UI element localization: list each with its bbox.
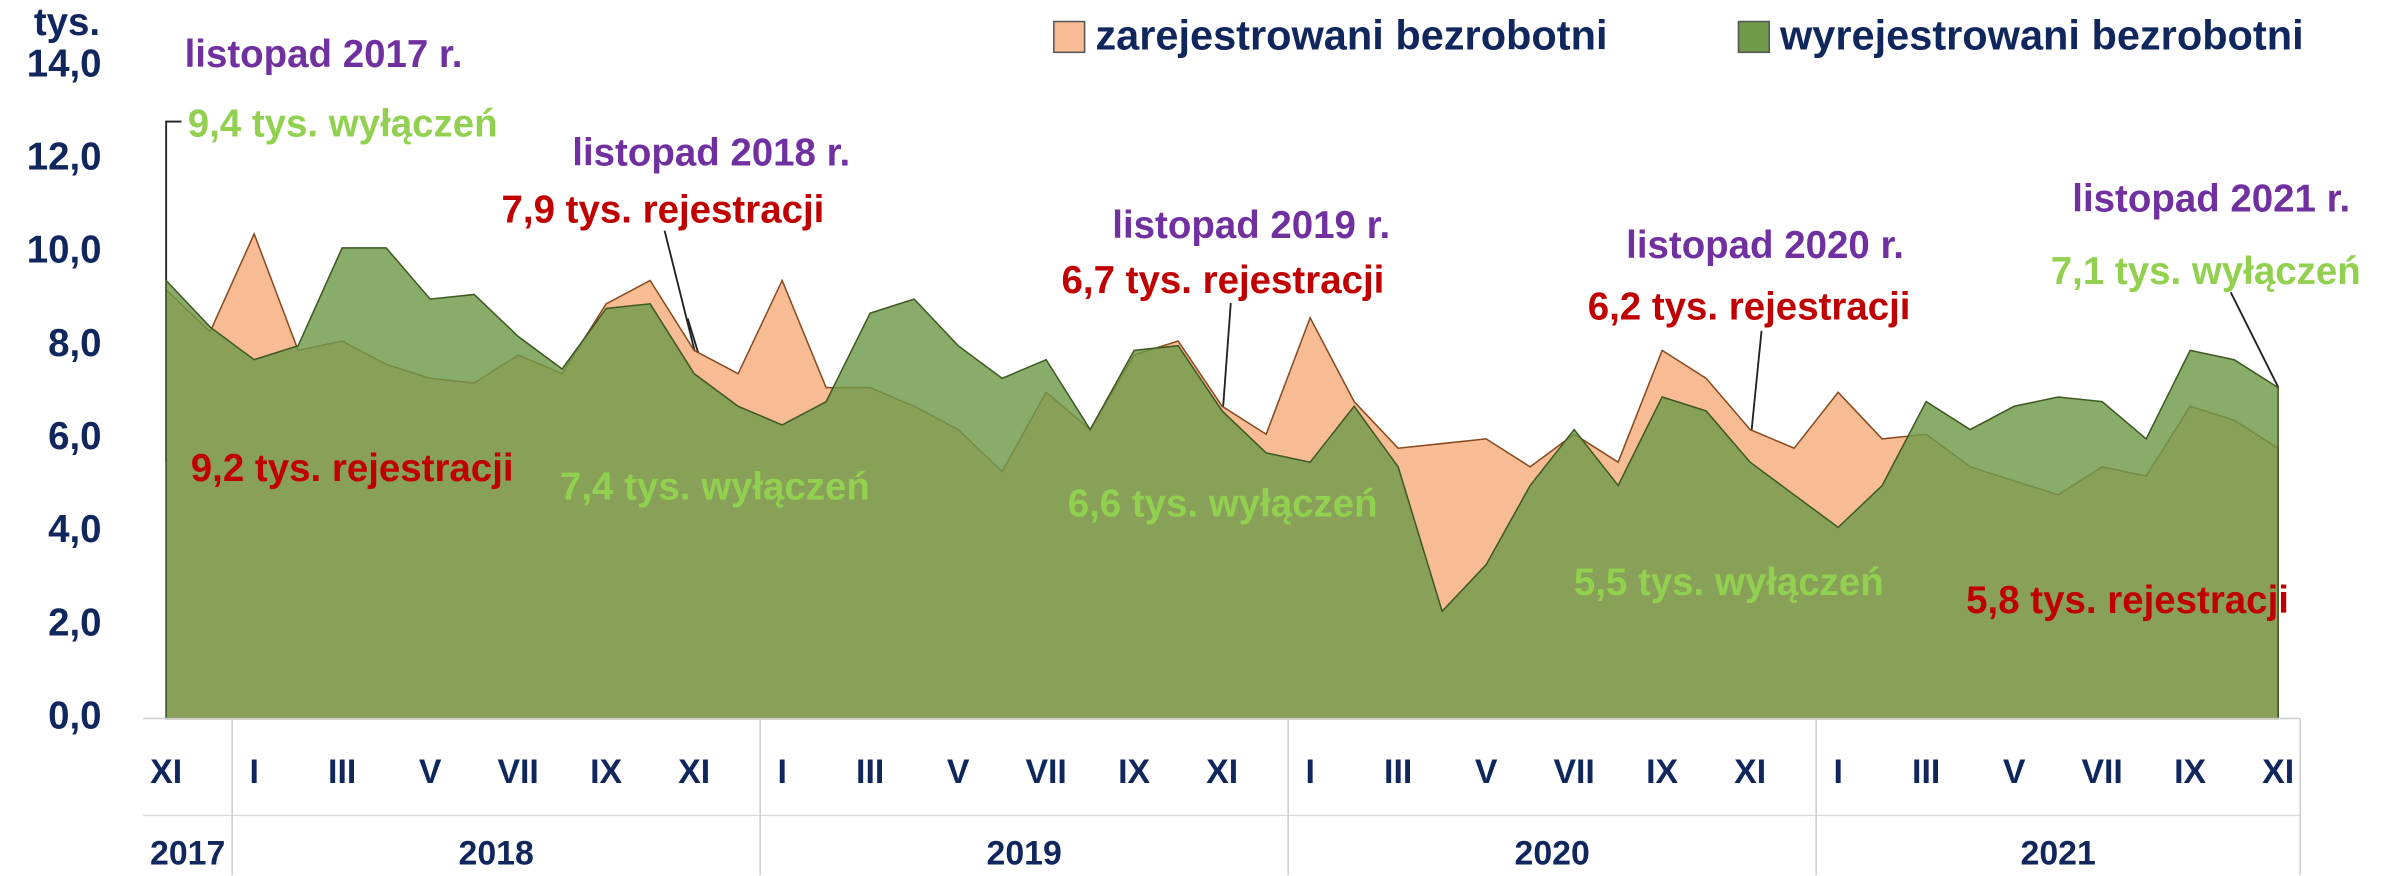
y-tick-label: 10,0 (27, 229, 102, 272)
x-tick-label: III (328, 753, 356, 791)
annotation: listopad 2017 r. (185, 33, 463, 76)
x-tick-label: VII (497, 753, 538, 791)
x-tick-label: XI (1206, 753, 1238, 791)
x-tick-label: III (1912, 753, 1940, 791)
annotation: 7,1 tys. wyłączeń (2051, 250, 2361, 293)
x-tick-label: XI (2262, 753, 2294, 791)
annotation: 7,9 tys. rejestracji (502, 188, 825, 231)
x-tick-label: I (249, 753, 258, 791)
year-label: 2020 (1515, 834, 1590, 872)
legend-label: wyrejestrowani bezrobotni (1779, 11, 2304, 58)
legend-swatch (1053, 20, 1086, 54)
annotation: 6,7 tys. rejestracji (1062, 259, 1385, 302)
x-tick-label: XI (1734, 753, 1766, 791)
year-label: 2019 (987, 834, 1062, 872)
x-tick-label: IX (1118, 753, 1150, 791)
annotation: listopad 2019 r. (1112, 204, 1390, 247)
y-tick-label: 12,0 (27, 135, 102, 178)
x-tick-label: V (2003, 753, 2026, 791)
x-tick-label: I (1305, 753, 1314, 791)
x-tick-label: XI (150, 753, 182, 791)
y-tick-label: 14,0 (27, 42, 102, 85)
x-tick-label: VII (1025, 753, 1066, 791)
annotation: 9,4 tys. wyłączeń (188, 102, 498, 145)
x-tick-label: V (1475, 753, 1498, 791)
annotation: 9,2 tys. rejestracji (191, 447, 514, 490)
y-tick-label: 2,0 (48, 601, 101, 644)
annotation: 5,5 tys. wyłączeń (1574, 561, 1884, 604)
x-tick-label: IX (1646, 753, 1678, 791)
y-axis-label: tys. (34, 1, 100, 44)
areas (165, 231, 2279, 720)
x-tick-label: XI (678, 753, 710, 791)
year-label: 2018 (459, 834, 534, 872)
annotation: 6,6 tys. wyłączeń (1068, 482, 1378, 525)
x-tick-label: IX (590, 753, 622, 791)
x-tick-label: I (1833, 753, 1842, 791)
annotation: 7,4 tys. wyłączeń (560, 465, 870, 508)
annotation: listopad 2021 r. (2072, 178, 2350, 221)
year-label: 2021 (2021, 834, 2096, 872)
year-label: 2017 (150, 834, 225, 872)
y-tick-label: 0,0 (48, 695, 101, 738)
legend-label: zarejestrowani bezrobotni (1095, 11, 1607, 58)
x-tick-label: V (419, 753, 442, 791)
annotation: listopad 2018 r. (572, 132, 850, 175)
area (165, 247, 2279, 720)
annotation: 5,8 tys. rejestracji (1966, 579, 2289, 622)
x-tick-label: IX (2174, 753, 2206, 791)
x-tick-label: I (777, 753, 786, 791)
y-tick-label: 6,0 (48, 415, 101, 458)
x-tick-label: V (947, 753, 970, 791)
y-tick-label: 8,0 (48, 322, 101, 365)
x-tick-label: VII (1553, 753, 1594, 791)
x-tick-label: III (1384, 753, 1412, 791)
annotation: listopad 2020 r. (1626, 224, 1904, 267)
legend-swatch (1737, 20, 1770, 54)
y-tick-label: 4,0 (48, 508, 101, 551)
annotation: 6,2 tys. rejestracji (1588, 285, 1911, 328)
x-tick-label: III (856, 753, 884, 791)
x-tick-label: VII (2081, 753, 2122, 791)
